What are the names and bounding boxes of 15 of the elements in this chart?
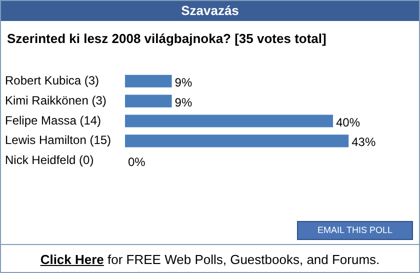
y-tick-label: Felipe Massa (14) — [5, 113, 102, 128]
y-tick-label: Robert Kubica (3) — [5, 73, 100, 88]
data-label: 0% — [128, 155, 146, 170]
data-label: 40% — [336, 115, 360, 130]
y-tick-label: Lewis Hamilton (15) — [5, 133, 112, 148]
chart-subtitle: Szerinted ki lesz 2008 világbajnoka? [35 votes total] — [7, 31, 328, 46]
text: for FREE Web Polls, Guestbooks, and Forums. — [106, 252, 380, 267]
data-label: 43% — [352, 135, 376, 150]
y-tick-label: Nick Heidfeld (0) — [5, 153, 94, 168]
data-label: 9% — [174, 75, 192, 90]
chart-title: Szavazás — [1, 1, 419, 21]
text: Click Here — [40, 252, 104, 267]
y-tick-label: Kimi Raikkönen (3) — [5, 93, 106, 108]
email-button: EMAIL THIS POLL — [297, 221, 413, 240]
data-label: 9% — [174, 95, 192, 110]
